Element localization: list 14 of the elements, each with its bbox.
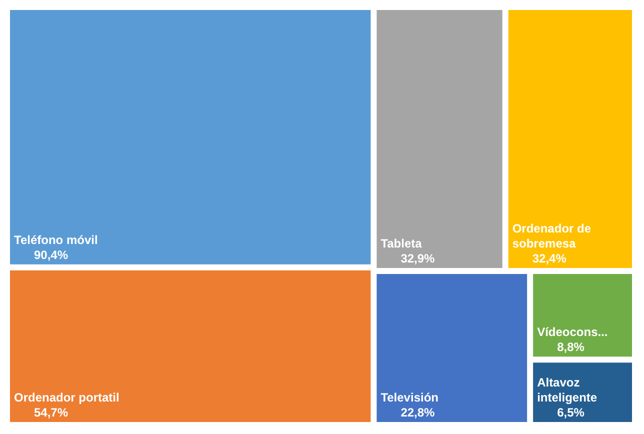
category-label: Tableta xyxy=(380,236,422,250)
data-label: 6,5% xyxy=(537,406,585,420)
data-label: 32,9% xyxy=(380,251,436,266)
data-label: 22,8% xyxy=(380,406,436,420)
data-label: 32,4% xyxy=(512,251,567,266)
category-label: Vídeocons... xyxy=(537,325,608,340)
data-label: 90,4% xyxy=(14,248,68,262)
category-label: Televisión xyxy=(380,390,438,404)
data-label: 54,7% xyxy=(14,406,68,420)
category-label: Ordenador portatil xyxy=(14,390,120,404)
data-label: 8,8% xyxy=(537,340,585,354)
category-label: Teléfono móvil xyxy=(14,232,98,247)
category-label: Ordenador de sobremesa xyxy=(512,221,594,250)
category-label: Altavoz inteligente xyxy=(537,376,598,404)
